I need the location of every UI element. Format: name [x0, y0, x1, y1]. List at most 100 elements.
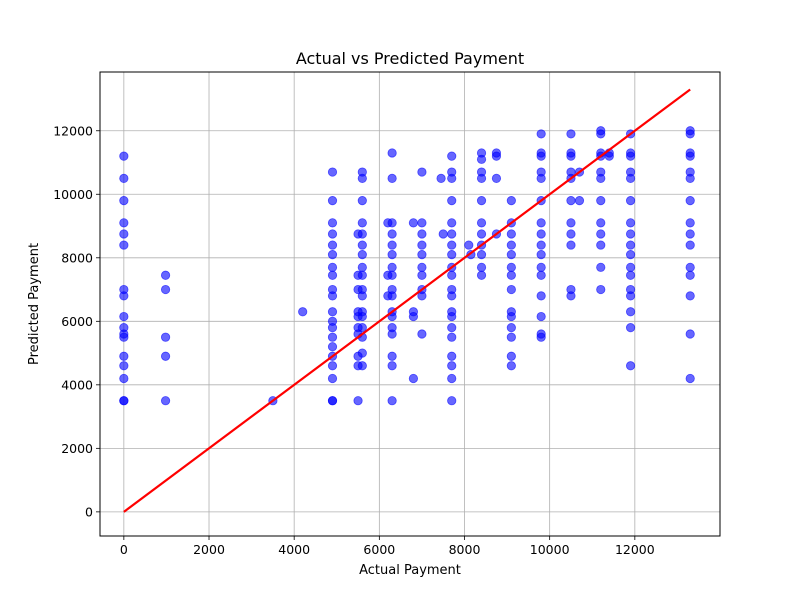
data-point: [417, 229, 427, 239]
data-point: [685, 329, 695, 339]
data-point: [625, 218, 636, 228]
data-point: [357, 270, 367, 280]
data-point: [119, 196, 129, 206]
y-tick-label: 4000: [61, 377, 93, 392]
data-point: [596, 167, 606, 177]
data-point: [506, 250, 516, 260]
data-point: [685, 291, 695, 301]
data-point: [447, 361, 457, 371]
data-point: [536, 250, 546, 260]
data-point: [417, 250, 427, 260]
data-point: [160, 332, 171, 342]
data-point: [685, 126, 695, 136]
data-point: [685, 148, 695, 158]
data-point: [436, 173, 446, 183]
data-point: [447, 351, 457, 361]
data-point: [491, 173, 502, 183]
data-point: [566, 148, 576, 158]
data-point: [119, 311, 129, 322]
data-point: [327, 262, 338, 272]
axis-ticks: 0 2000 4000 6000 8000 10000 12000 0 2000 4000 6000…: [53, 123, 655, 557]
data-point: [327, 284, 338, 295]
data-point: [574, 196, 585, 206]
data-point: [119, 361, 129, 371]
data-point: [476, 229, 487, 239]
data-point: [327, 167, 338, 177]
y-tick-label: 6000: [61, 314, 93, 329]
data-point: [476, 167, 487, 177]
data-point: [327, 218, 338, 228]
data-point: [119, 323, 129, 333]
data-point: [476, 270, 487, 280]
x-axis-label: Actual Payment: [359, 563, 461, 578]
data-point: [506, 270, 516, 280]
y-axis-label: Predicted Payment: [27, 243, 42, 365]
data-point: [387, 218, 397, 228]
chart-title: Actual vs Predicted Payment: [296, 49, 524, 68]
data-point: [476, 148, 487, 158]
data-point: [685, 167, 695, 177]
data-point: [447, 218, 457, 228]
grid: [100, 72, 720, 536]
data-point: [625, 250, 636, 260]
data-point: [387, 148, 397, 158]
data-point: [506, 229, 516, 239]
data-point: [119, 151, 129, 161]
data-point: [417, 218, 427, 228]
data-point: [387, 229, 397, 239]
data-point: [506, 196, 516, 206]
data-point: [160, 396, 171, 406]
data-point: [447, 332, 457, 342]
data-point: [506, 351, 516, 361]
data-point: [438, 229, 448, 239]
data-point: [417, 262, 427, 272]
data-point: [119, 284, 129, 295]
data-point: [387, 284, 397, 295]
data-point: [357, 284, 367, 295]
data-point: [476, 196, 487, 206]
data-point: [357, 323, 367, 333]
data-point: [357, 307, 367, 317]
data-point: [387, 173, 397, 183]
data-point: [447, 167, 457, 177]
data-point: [685, 218, 695, 228]
data-point: [596, 126, 606, 136]
data-point: [408, 218, 419, 228]
data-point: [566, 129, 576, 139]
data-point: [685, 229, 695, 239]
data-point: [327, 307, 338, 317]
data-point: [357, 348, 367, 358]
data-point: [357, 262, 367, 272]
data-point: [417, 270, 427, 280]
data-point: [625, 229, 636, 239]
data-point: [506, 284, 516, 295]
data-point: [685, 196, 695, 206]
data-point: [357, 361, 367, 371]
y-tick-label: 10000: [53, 187, 93, 202]
data-point: [447, 270, 457, 280]
data-point: [625, 323, 636, 333]
data-point: [357, 229, 367, 239]
data-point: [447, 151, 457, 161]
data-point: [417, 167, 427, 177]
data-point: [387, 250, 397, 260]
data-point: [536, 167, 546, 177]
data-point: [327, 396, 338, 406]
x-tick-label: 10000: [530, 542, 570, 557]
data-point: [536, 229, 546, 239]
data-point: [685, 373, 695, 384]
data-point: [357, 196, 367, 206]
data-point: [119, 173, 129, 183]
data-point: [327, 373, 338, 384]
data-point: [536, 240, 546, 250]
y-tick-label: 12000: [53, 123, 93, 138]
data-point: [357, 167, 367, 177]
data-point: [596, 284, 606, 295]
y-tick-label: 0: [85, 504, 93, 519]
data-point: [119, 229, 129, 239]
data-point: [625, 284, 636, 295]
data-point: [387, 240, 397, 250]
x-tick-label: 12000: [615, 542, 655, 557]
data-point: [387, 361, 397, 371]
